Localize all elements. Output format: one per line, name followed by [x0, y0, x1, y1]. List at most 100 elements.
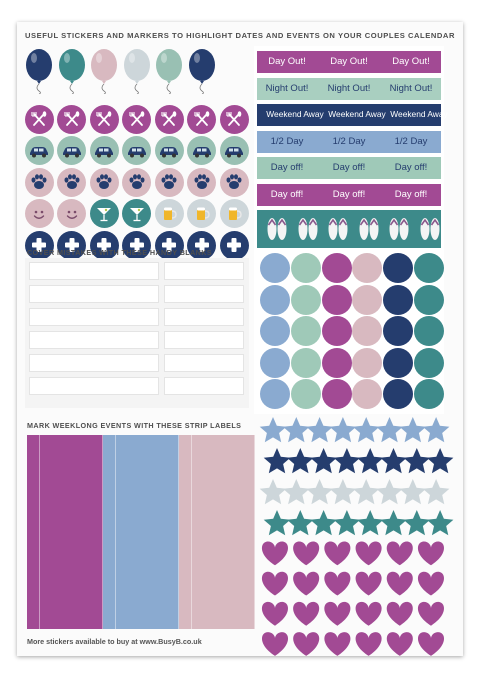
day-label-row: Night Out! Night Out! Night Out! [257, 77, 441, 100]
plus-icon [219, 230, 249, 260]
strip-label [128, 435, 142, 629]
blank-label [29, 354, 159, 372]
strip-label [52, 435, 66, 629]
cutlery-icon [57, 104, 86, 134]
car-icon [187, 136, 216, 165]
heart-icon [261, 632, 289, 656]
day-label-sticker: Day off! [270, 188, 304, 200]
blank-label [164, 262, 244, 280]
day-label-sticker: Day off! [394, 188, 428, 200]
day-label-sticker: Night Out! [389, 82, 433, 94]
heart-icon [386, 571, 413, 596]
strip-label [103, 435, 117, 629]
strip-label [204, 435, 218, 629]
balloon-icon [25, 48, 53, 95]
star-icon [333, 510, 361, 536]
circle-sticker [290, 316, 321, 346]
circle-sticker [321, 347, 352, 378]
flipflop-icon [357, 214, 381, 244]
day-label-sticker: Weekend Away [328, 109, 386, 120]
day-label-sticker: Day off! [332, 162, 366, 174]
strip-label [90, 435, 104, 629]
cocktail-icon [89, 199, 119, 228]
circle-sticker [383, 284, 414, 315]
smiley-icon [24, 199, 54, 228]
flipflop-icon [326, 214, 350, 244]
car-icon [89, 136, 119, 165]
heart-icon [324, 571, 351, 596]
heart-icon [293, 571, 320, 596]
day-label-sticker: Day off! [332, 188, 366, 200]
balloon-icon [155, 48, 183, 95]
circle-sticker [321, 316, 352, 346]
heart-icon [261, 571, 289, 596]
day-label-row: Weekend Away Weekend Away Weekend Away [257, 104, 448, 126]
star-icon [352, 479, 380, 505]
heart-icon [261, 601, 289, 626]
day-label-sticker: Day off! [394, 162, 428, 174]
star-icon [356, 448, 384, 474]
plus-icon [57, 230, 86, 260]
star-icon [310, 510, 337, 536]
car-icon [24, 136, 54, 165]
smiley-icon [57, 199, 86, 228]
beer-icon [154, 199, 184, 228]
star-icon [329, 417, 357, 443]
day-label-row: Day off! Day off! Day off! [257, 183, 441, 206]
circle-sticker [414, 347, 444, 378]
day-label-sticker: Weekend Away [266, 109, 324, 120]
star-icon [380, 510, 407, 536]
balloon-icon [188, 48, 216, 95]
circle-sticker [290, 253, 321, 283]
blank-label [164, 331, 244, 349]
circle-sticker [383, 316, 414, 346]
circle-sticker [383, 379, 414, 409]
circle-sticker [290, 347, 321, 378]
circle-sticker [414, 253, 444, 283]
heart-icon [324, 541, 351, 566]
beer-icon [187, 199, 216, 228]
paw-icon [154, 167, 184, 197]
heart-icon [417, 541, 445, 566]
star-icon [263, 448, 291, 474]
star-icon [376, 479, 403, 505]
day-label-sticker: 1/2 Day [394, 135, 428, 147]
blank-label [29, 331, 159, 349]
plus-icon [122, 230, 151, 260]
star-icon [306, 479, 333, 505]
circle-sticker [352, 379, 383, 409]
circle-sticker [383, 253, 414, 283]
star-icon [310, 448, 337, 474]
heart-icon [261, 541, 289, 566]
heart-icon [417, 571, 445, 596]
strip-label [27, 435, 41, 629]
blank-label [164, 308, 244, 326]
star-icon [263, 510, 291, 536]
paw-icon [89, 167, 119, 197]
heart-icon [324, 632, 351, 656]
star-icon [403, 448, 431, 474]
circle-sticker [260, 379, 290, 409]
day-label-row: 1/2 Day 1/2 Day 1/2 Day [257, 130, 441, 153]
star-icon [399, 479, 427, 505]
heart-icon [293, 541, 320, 566]
day-label-sticker: Day Out! [392, 56, 430, 68]
balloon-icon [90, 48, 118, 95]
day-label-sticker: 1/2 Day [270, 135, 304, 147]
sticker-sheet: USEFUL STICKERS AND MARKERS TO HIGHLIGHT… [17, 22, 463, 656]
circle-sticker [321, 284, 352, 315]
circle-sticker [414, 379, 444, 409]
heart-icon [355, 541, 382, 566]
day-label-sticker: Weekend Away [390, 109, 448, 120]
blank-label [164, 377, 244, 395]
circle-sticker [321, 379, 352, 409]
circle-sticker [414, 284, 444, 315]
star-icon [422, 417, 450, 443]
strip-label [140, 435, 155, 629]
day-label-sticker: Day Out! [330, 56, 368, 68]
day-label-sticker: Night Out! [327, 82, 371, 94]
cutlery-icon [187, 104, 216, 134]
heart-icon [293, 601, 320, 626]
day-label-row: Day off! Day off! Day off! [257, 157, 441, 179]
day-label-sticker: Day off! [270, 162, 304, 174]
